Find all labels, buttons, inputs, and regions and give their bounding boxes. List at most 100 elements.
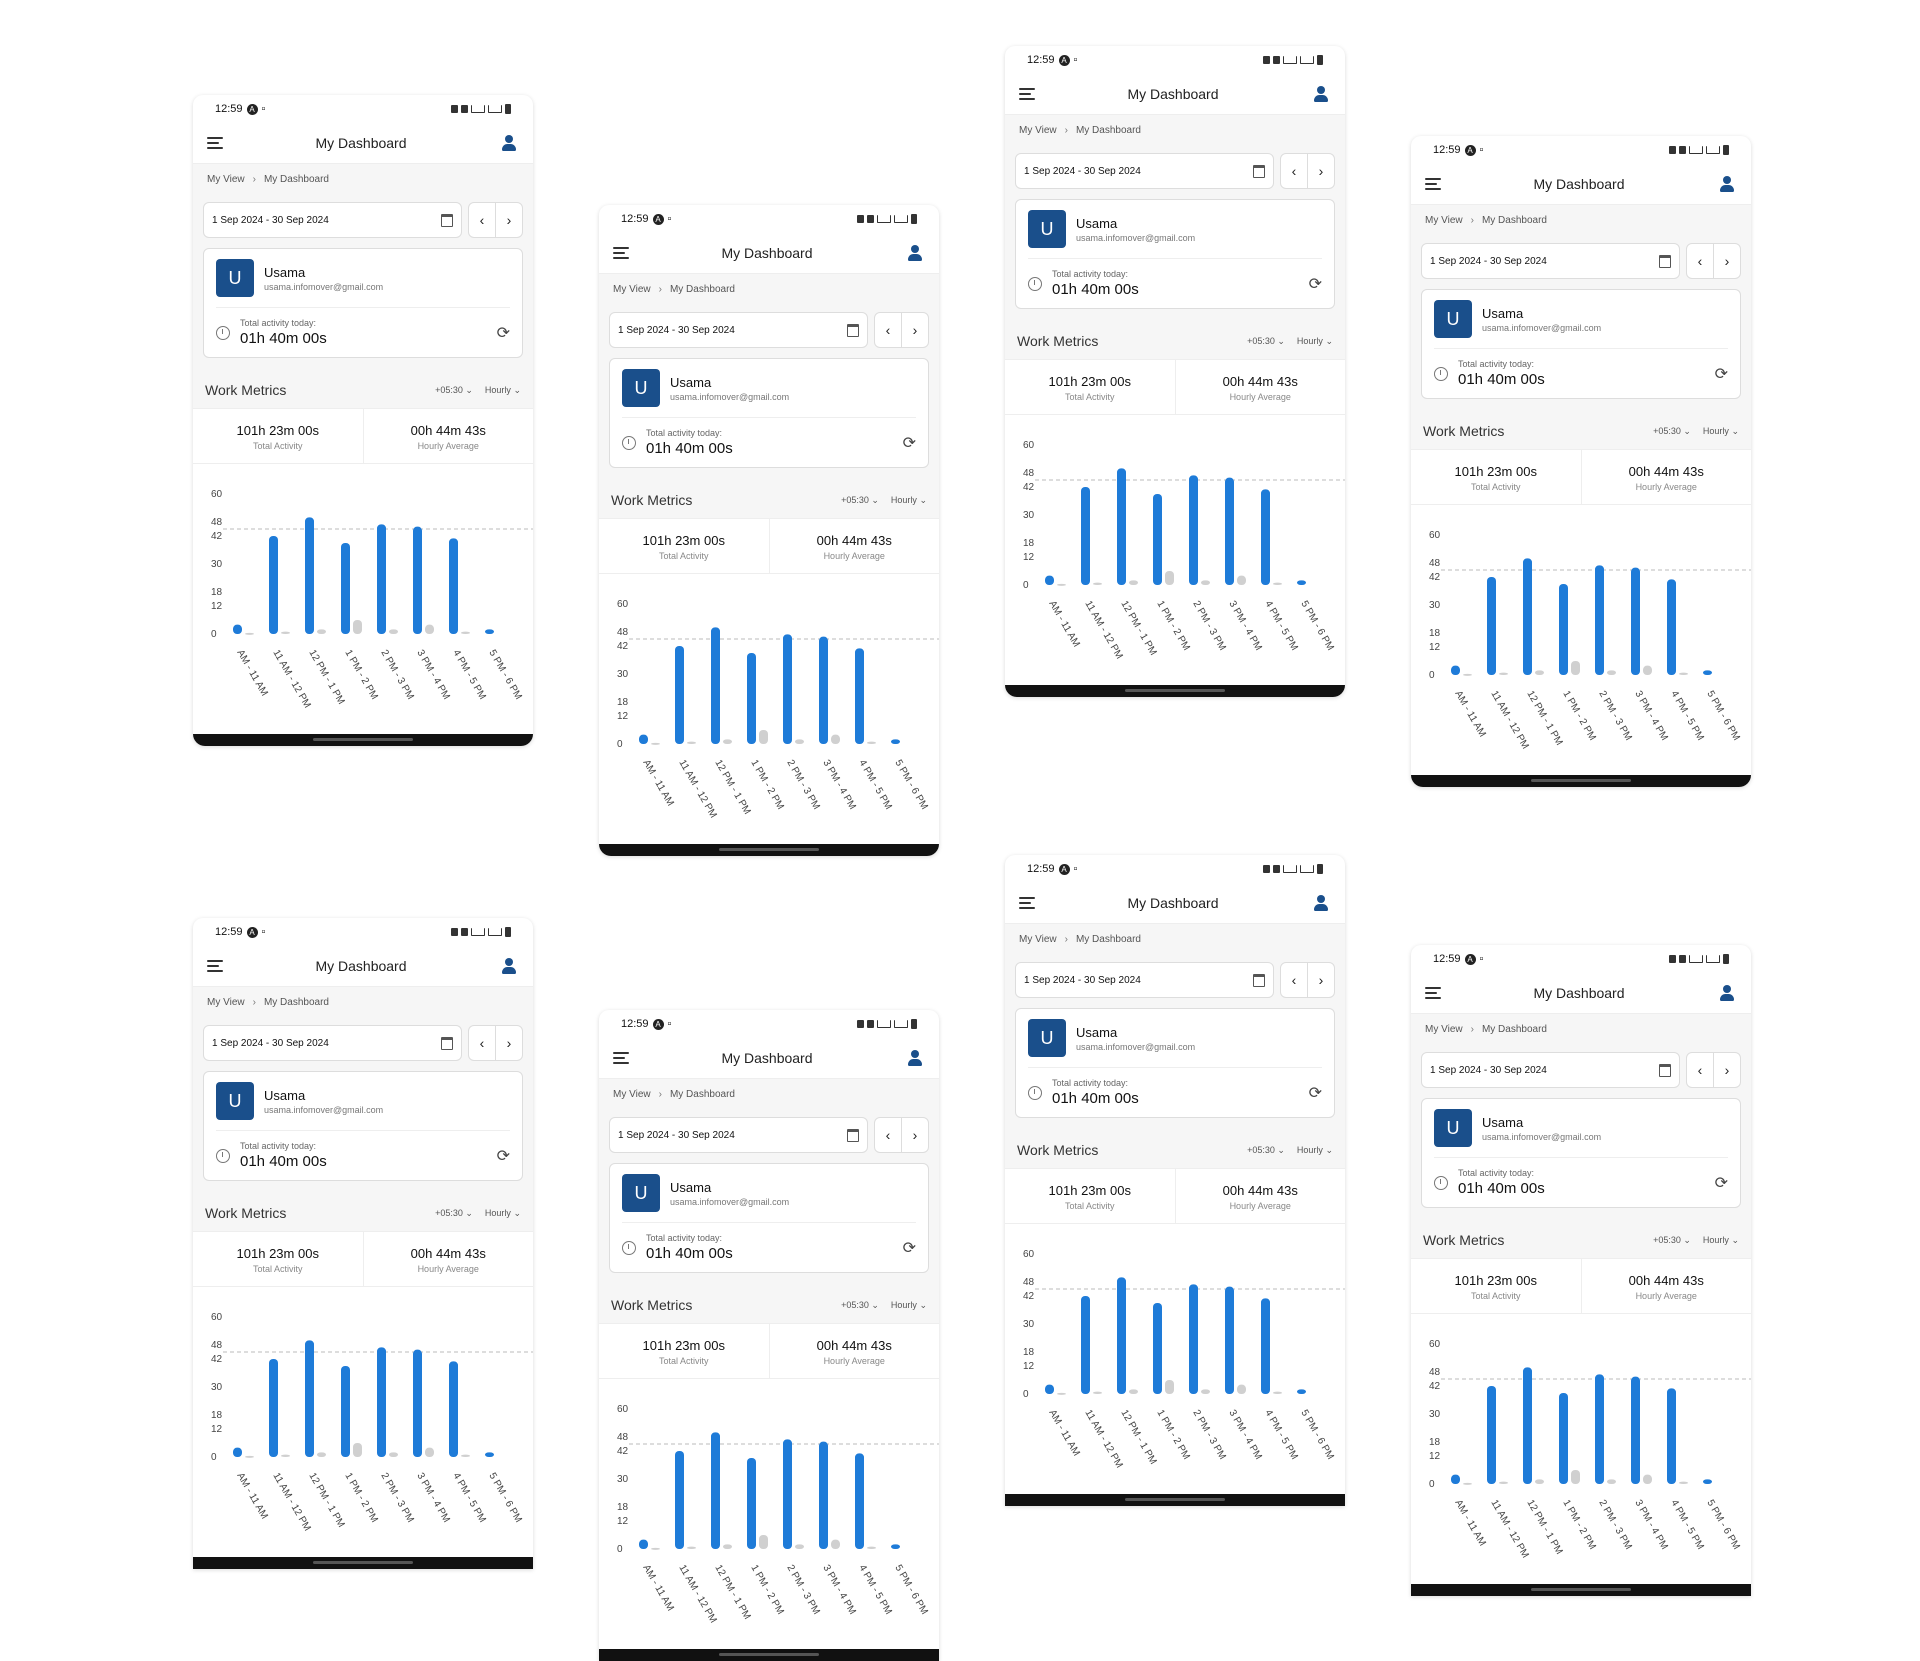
secondary-bar	[1607, 1479, 1616, 1484]
menu-icon[interactable]	[207, 960, 223, 972]
menu-icon[interactable]	[207, 137, 223, 149]
user-icon[interactable]	[1311, 893, 1331, 913]
chevron-right-icon: ›	[1064, 124, 1068, 136]
calendar-icon[interactable]	[441, 213, 453, 227]
date-range-field[interactable]: 1 Sep 2024 - 30 Sep 2024	[609, 312, 868, 348]
breadcrumb-root[interactable]: My View	[613, 283, 651, 295]
next-period-button[interactable]: ›	[1307, 154, 1334, 188]
work-metrics-header: Work Metrics +05:30 ⌄ Hourly ⌄	[193, 368, 533, 408]
activity-bar	[891, 739, 900, 744]
prev-period-button[interactable]: ‹	[885, 322, 891, 338]
calendar-icon[interactable]	[1659, 254, 1671, 268]
x-tick-label: 4 PM - 5 PM	[856, 1563, 893, 1617]
date-range-field[interactable]: 1 Sep 2024 - 30 Sep 2024	[609, 1117, 868, 1153]
timezone-select[interactable]: +05:30 ⌄	[435, 1207, 473, 1218]
activity-bar	[1487, 1386, 1496, 1484]
secondary-bar	[425, 1447, 434, 1457]
timezone-select[interactable]: +05:30 ⌄	[1653, 425, 1691, 436]
total-activity-value: 101h 23m 00s	[642, 533, 725, 548]
interval-select[interactable]: Hourly ⌄	[1702, 425, 1739, 436]
prev-period-button[interactable]: ‹	[1697, 1062, 1703, 1078]
interval-select[interactable]: Hourly ⌄	[484, 384, 521, 395]
menu-icon[interactable]	[1019, 88, 1035, 100]
date-range-field[interactable]: 1 Sep 2024 - 30 Sep 2024	[203, 1025, 462, 1061]
interval-select[interactable]: Hourly ⌄	[890, 1299, 927, 1310]
user-icon[interactable]	[499, 956, 519, 976]
interval-select[interactable]: Hourly ⌄	[484, 1207, 521, 1218]
calendar-icon[interactable]	[1253, 973, 1265, 987]
user-icon[interactable]	[1311, 84, 1331, 104]
calendar-icon[interactable]	[847, 323, 859, 337]
interval-select[interactable]: Hourly ⌄	[1296, 335, 1333, 346]
prev-period-button[interactable]: ‹	[885, 1127, 891, 1143]
menu-icon[interactable]	[613, 247, 629, 259]
timezone-select[interactable]: +05:30 ⌄	[841, 494, 879, 505]
next-period-button[interactable]: ›	[495, 1026, 522, 1060]
breadcrumb-root[interactable]: My View	[1425, 214, 1463, 226]
timezone-select[interactable]: +05:30 ⌄	[1247, 1144, 1285, 1155]
refresh-icon[interactable]: ⟳	[1714, 1174, 1728, 1192]
timezone-select[interactable]: +05:30 ⌄	[1653, 1234, 1691, 1245]
breadcrumb-root[interactable]: My View	[207, 996, 245, 1008]
refresh-icon[interactable]: ⟳	[1308, 275, 1322, 293]
system-icons	[1669, 145, 1729, 155]
prev-period-button[interactable]: ‹	[479, 212, 485, 228]
next-period-button[interactable]: ›	[901, 1118, 928, 1152]
user-icon[interactable]	[1717, 983, 1737, 1003]
alarm-icon	[451, 928, 458, 936]
next-period-button[interactable]: ›	[495, 203, 522, 237]
user-icon[interactable]	[905, 1048, 925, 1068]
refresh-icon[interactable]: ⟳	[902, 1239, 916, 1257]
interval-select[interactable]: Hourly ⌄	[890, 494, 927, 505]
calendar-icon[interactable]	[1253, 164, 1265, 178]
prev-period-button[interactable]: ‹	[1291, 972, 1297, 988]
secondary-bar	[245, 1455, 254, 1458]
prev-period-button[interactable]: ‹	[1291, 163, 1297, 179]
date-range-field[interactable]: 1 Sep 2024 - 30 Sep 2024	[1015, 962, 1274, 998]
next-period-button[interactable]: ›	[1307, 963, 1334, 997]
breadcrumb-root[interactable]: My View	[613, 1088, 651, 1100]
activity-bar	[783, 1439, 792, 1549]
refresh-icon[interactable]: ⟳	[1308, 1084, 1322, 1102]
timezone-select[interactable]: +05:30 ⌄	[841, 1299, 879, 1310]
menu-icon[interactable]	[1425, 987, 1441, 999]
date-range-field[interactable]: 1 Sep 2024 - 30 Sep 2024	[1015, 153, 1274, 189]
breadcrumb-root[interactable]: My View	[207, 173, 245, 185]
secondary-bar	[651, 1547, 660, 1550]
interval-select[interactable]: Hourly ⌄	[1296, 1144, 1333, 1155]
date-range-field[interactable]: 1 Sep 2024 - 30 Sep 2024	[203, 202, 462, 238]
menu-icon[interactable]	[613, 1052, 629, 1064]
user-icon[interactable]	[1717, 174, 1737, 194]
secondary-bar	[867, 741, 876, 744]
user-icon[interactable]	[905, 243, 925, 263]
breadcrumb-root[interactable]: My View	[1425, 1023, 1463, 1035]
calendar-icon[interactable]	[441, 1036, 453, 1050]
menu-icon[interactable]	[1425, 178, 1441, 190]
y-tick-label: 0	[617, 739, 623, 750]
prev-period-button[interactable]: ‹	[479, 1035, 485, 1051]
y-tick-label: 42	[211, 531, 223, 542]
calendar-icon[interactable]	[1659, 1063, 1671, 1077]
next-period-button[interactable]: ›	[901, 313, 928, 347]
prev-period-button[interactable]: ‹	[1697, 253, 1703, 269]
timezone-select[interactable]: +05:30 ⌄	[1247, 335, 1285, 346]
breadcrumb-root[interactable]: My View	[1019, 124, 1057, 136]
secondary-bar	[1237, 1384, 1246, 1394]
menu-icon[interactable]	[1019, 897, 1035, 909]
activity-bar	[1667, 1388, 1676, 1484]
breadcrumb-root[interactable]: My View	[1019, 933, 1057, 945]
user-icon[interactable]	[499, 133, 519, 153]
calendar-icon[interactable]	[847, 1128, 859, 1142]
secondary-bar	[1571, 1470, 1580, 1484]
date-range-field[interactable]: 1 Sep 2024 - 30 Sep 2024	[1421, 1052, 1680, 1088]
refresh-icon[interactable]: ⟳	[902, 434, 916, 452]
timezone-select[interactable]: +05:30 ⌄	[435, 384, 473, 395]
interval-select[interactable]: Hourly ⌄	[1702, 1234, 1739, 1245]
refresh-icon[interactable]: ⟳	[496, 324, 510, 342]
next-period-button[interactable]: ›	[1713, 244, 1740, 278]
next-period-button[interactable]: ›	[1713, 1053, 1740, 1087]
refresh-icon[interactable]: ⟳	[1714, 365, 1728, 383]
activity-label: Total activity today:	[1458, 359, 1535, 369]
refresh-icon[interactable]: ⟳	[496, 1147, 510, 1165]
date-range-field[interactable]: 1 Sep 2024 - 30 Sep 2024	[1421, 243, 1680, 279]
